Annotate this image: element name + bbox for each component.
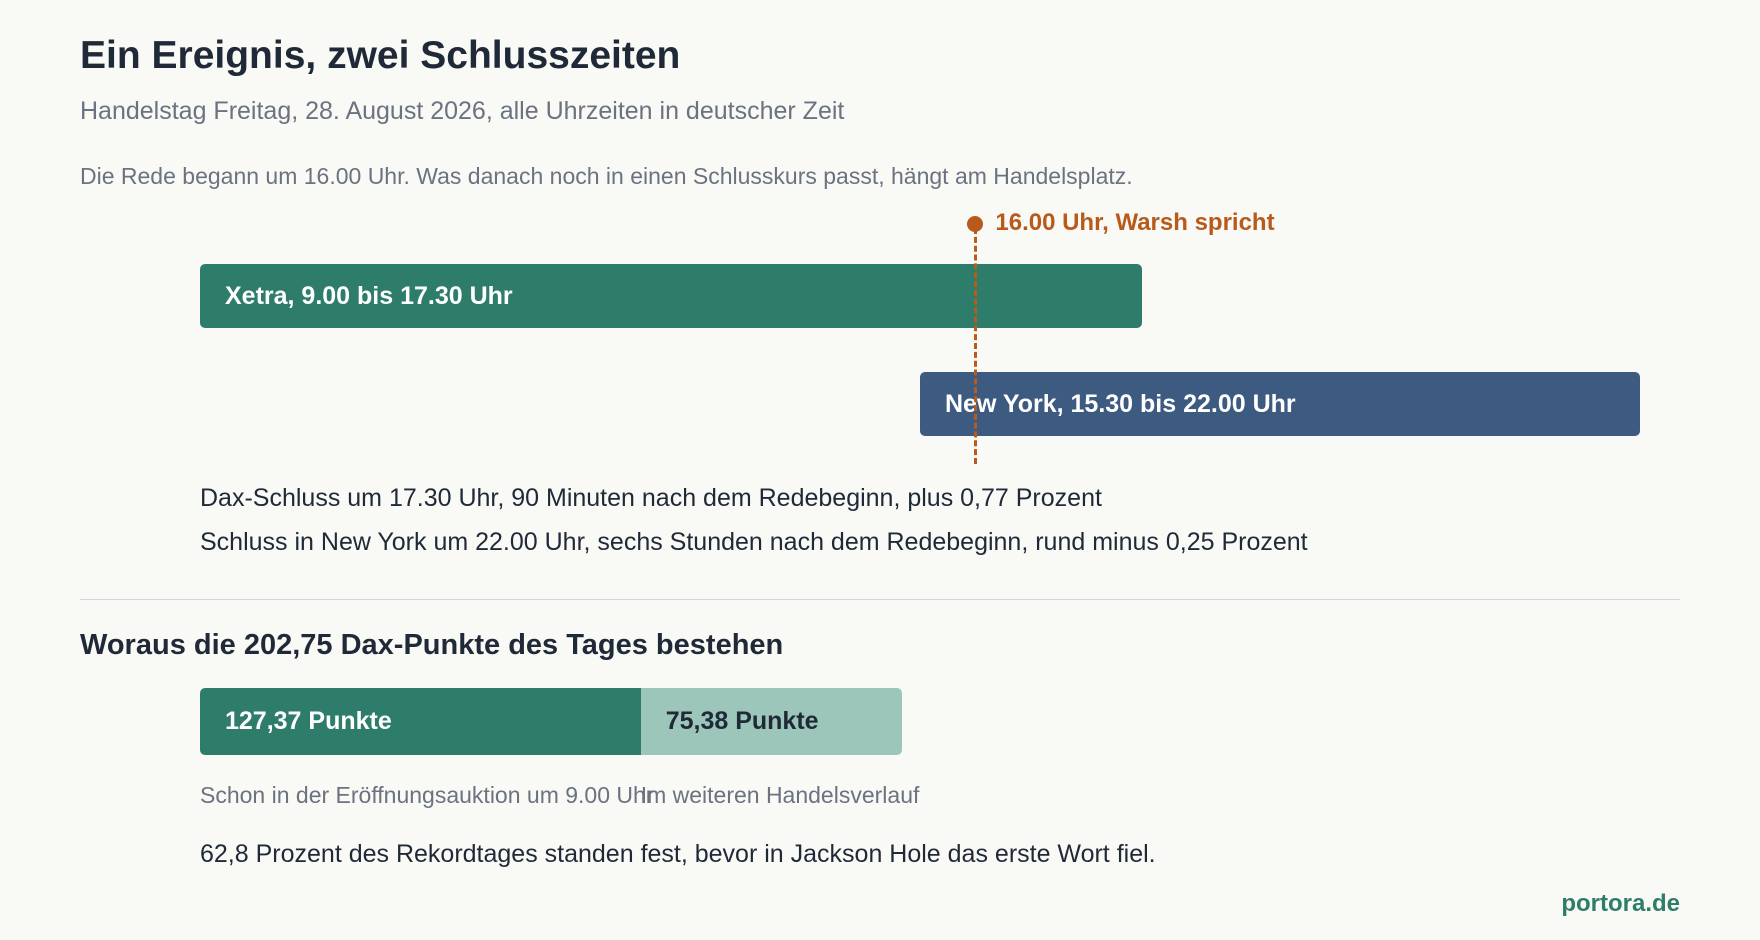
source-credit: portora.de	[1561, 890, 1680, 917]
speech-marker-line	[973, 228, 977, 464]
speech-marker-dot	[967, 216, 984, 232]
note-dax-close: Dax-Schluss um 17.30 Uhr, 90 Minuten nac…	[200, 484, 1102, 512]
segment-value-label: 127,37 Punkte	[225, 707, 392, 735]
composition-segment-rest: 75,38 Punkte	[640, 688, 902, 755]
composition-title: Woraus die 202,75 Dax-Punkte des Tages b…	[80, 629, 784, 661]
timeline-bar-label: New York, 15.30 bis 22.00 Uhr	[945, 389, 1296, 418]
takeaway-text: 62,8 Prozent des Rekordtages standen fes…	[200, 840, 1156, 868]
chart-title: Ein Ereignis, zwei Schlusszeiten	[80, 34, 681, 77]
timeline-bar-xetra: Xetra, 9.00 bis 17.30 Uhr	[200, 264, 1142, 328]
section-divider	[80, 599, 1680, 600]
note-ny-close: Schluss in New York um 22.00 Uhr, sechs …	[200, 528, 1308, 556]
composition-segment-opening: 127,37 Punkte	[200, 688, 641, 755]
chart-subtitle: Handelstag Freitag, 28. August 2026, all…	[80, 97, 845, 125]
segment-caption-rest: Im weiteren Handelsverlauf	[640, 782, 920, 808]
timeline-bar-new-york: New York, 15.30 bis 22.00 Uhr	[920, 372, 1640, 436]
timeline-bar-label: Xetra, 9.00 bis 17.30 Uhr	[225, 281, 513, 310]
speech-marker-label: 16.00 Uhr, Warsh spricht	[995, 209, 1275, 236]
intro-text: Die Rede begann um 16.00 Uhr. Was danach…	[80, 163, 1133, 189]
segment-caption-opening: Schon in der Eröffnungsauktion um 9.00 U…	[200, 782, 654, 808]
segment-value-label: 75,38 Punkte	[665, 707, 819, 735]
